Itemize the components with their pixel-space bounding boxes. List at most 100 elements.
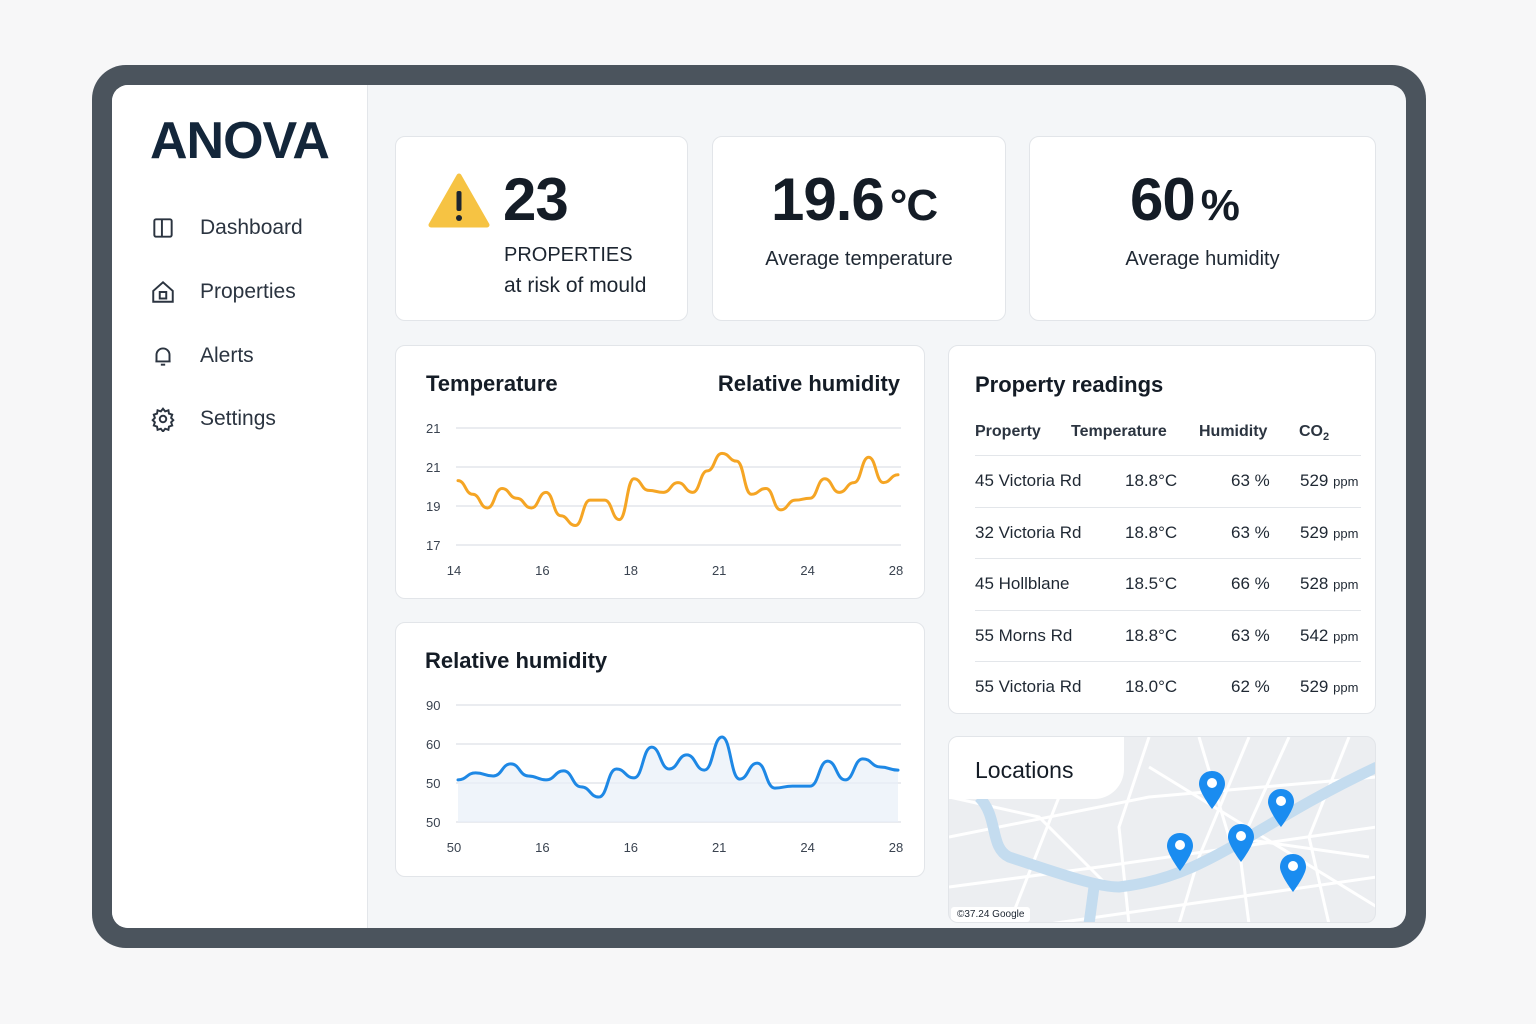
cell-co2: 529 ppm	[1300, 677, 1358, 697]
cell-temperature: 18.8°C	[1125, 625, 1178, 645]
column-header-co2[interactable]: CO2	[1299, 423, 1329, 443]
sidebar-item-label: Settings	[200, 407, 276, 430]
cell-temperature: 18.8°C	[1125, 522, 1178, 542]
series-line	[456, 451, 900, 528]
map-pin-icon[interactable]	[1227, 823, 1255, 863]
cell-humidity: 62 %	[1231, 677, 1270, 696]
x-tick-label: 16	[535, 563, 549, 578]
cell-humidity: 63 %	[1231, 625, 1270, 645]
cell-property: 45 Victoria Rd	[975, 471, 1082, 490]
x-tick-label: 28	[889, 563, 903, 578]
co2-value: 529	[1300, 677, 1329, 696]
co2-label: CO	[1299, 423, 1323, 440]
table-row[interactable]: 45 Victoria Rd 18.8°C 63 % 529 ppm	[975, 455, 1361, 506]
table-row[interactable]: 32 Victoria Rd 18.8°C 63 % 529 ppm	[975, 506, 1361, 558]
co2-unit: ppm	[1333, 680, 1359, 695]
dashboard: ANOVA Dashboard Properties Alerts Settin…	[112, 85, 1406, 928]
map-title: Locations	[975, 757, 1074, 783]
sidebar-item-dashboard[interactable]: Dashboard	[150, 215, 303, 241]
value: 60	[1130, 166, 1196, 233]
map[interactable]	[949, 737, 1376, 923]
kpi-risk-card[interactable]: 23 PROPERTIES at risk of mould	[395, 136, 688, 321]
co2-value: 542	[1300, 625, 1329, 645]
property-readings-card: Property readings Property Temperature H…	[948, 345, 1376, 714]
warning-icon	[428, 173, 490, 228]
humidity-chart-card: Relative humidity 50 50 60 90 50 16 16 21 24 28	[395, 622, 925, 877]
map-pin-icon[interactable]	[1267, 788, 1295, 828]
cell-co2: 529 ppm	[1300, 523, 1358, 543]
cell-humidity: 63 %	[1231, 471, 1270, 490]
y-tick-label: 19	[426, 499, 440, 514]
x-tick-label: 24	[800, 563, 814, 578]
unit: °C	[889, 181, 938, 230]
co2-unit: ppm	[1333, 628, 1359, 644]
y-tick-label: 50	[426, 815, 440, 830]
sidebar-item-label: Dashboard	[200, 216, 303, 239]
cell-property: 32 Victoria Rd	[975, 522, 1082, 542]
avg-humidity-value: 60%	[1130, 165, 1240, 234]
sidebar: ANOVA Dashboard Properties Alerts Settin…	[112, 85, 368, 928]
cell-co2: 542 ppm	[1300, 626, 1358, 646]
risk-label: PROPERTIES	[504, 244, 633, 266]
sidebar-item-settings[interactable]: Settings	[150, 406, 276, 432]
chart-title: Relative humidity	[425, 648, 608, 673]
y-tick-label: 17	[426, 538, 440, 553]
gear-icon	[151, 407, 175, 432]
locations-map-card[interactable]: Locations ©37.24 Google	[948, 736, 1376, 923]
cell-temperature: 18.0°C	[1125, 677, 1178, 696]
y-tick-label: 60	[426, 737, 440, 752]
sidebar-item-alerts[interactable]: Alerts	[150, 343, 254, 369]
column-header-property[interactable]: Property	[975, 423, 1041, 440]
temperature-chart: 17 19 21 21 14 16 18 21 24 28	[426, 421, 903, 578]
map-pin-icon[interactable]	[1279, 853, 1307, 893]
x-tick-label: 50	[447, 840, 461, 855]
unit: %	[1200, 181, 1240, 230]
column-header-humidity[interactable]: Humidity	[1199, 423, 1268, 440]
y-tick-label: 90	[426, 698, 440, 713]
sidebar-item-label: Alerts	[200, 344, 254, 367]
map-attribution: ©37.24 Google	[951, 907, 1031, 922]
cell-humidity: 66 %	[1231, 574, 1270, 593]
risk-count: 23	[503, 166, 569, 233]
cell-property: 55 Morns Rd	[975, 625, 1073, 645]
series-line	[456, 735, 900, 799]
co2-value: 528	[1300, 574, 1329, 593]
house-icon	[152, 280, 174, 303]
area-fill	[458, 736, 898, 822]
kpi-humidity-card[interactable]: 60% Average humidity	[1029, 136, 1376, 321]
legend-label: Relative humidity	[717, 371, 900, 396]
x-tick-label: 16	[624, 840, 638, 855]
table-row[interactable]: 55 Morns Rd 18.8°C 63 % 542 ppm	[975, 609, 1361, 661]
x-tick-label: 14	[447, 563, 461, 578]
table-row[interactable]: 45 Hollblane 18.5°C 66 % 528 ppm	[975, 558, 1361, 609]
value: 19.6	[771, 166, 885, 233]
x-tick-label: 24	[800, 840, 814, 855]
cell-humidity: 63 %	[1231, 522, 1270, 542]
avg-temperature-label: Average temperature	[765, 248, 953, 270]
chart-title: Temperature	[426, 371, 558, 396]
table-row[interactable]: 55 Victoria Rd 18.0°C 62 % 529 ppm	[975, 661, 1361, 712]
table-title: Property readings	[975, 372, 1164, 397]
map-pin-icon[interactable]	[1166, 832, 1194, 872]
cell-property: 55 Victoria Rd	[975, 677, 1082, 696]
sidebar-item-properties[interactable]: Properties	[150, 279, 296, 305]
kpi-temperature-card[interactable]: 19.6 °C Average temperature	[712, 136, 1006, 321]
cell-temperature: 18.5°C	[1125, 574, 1178, 593]
bell-icon	[155, 347, 171, 366]
y-tick-label: 21	[426, 421, 440, 436]
cell-co2: 528 ppm	[1300, 574, 1358, 594]
co2-unit: ppm	[1333, 525, 1359, 541]
column-header-temperature[interactable]: Temperature	[1071, 423, 1167, 440]
logo: ANOVA	[150, 112, 330, 170]
map-pin-icon[interactable]	[1198, 770, 1226, 810]
x-tick-label: 21	[712, 563, 726, 578]
co2-unit: ppm	[1333, 474, 1359, 489]
co2-unit: ppm	[1333, 577, 1359, 592]
x-tick-label: 18	[624, 563, 638, 578]
y-tick-label: 21	[426, 460, 440, 475]
cell-co2: 529 ppm	[1300, 471, 1358, 491]
x-tick-label: 16	[535, 840, 549, 855]
humidity-chart: 50 50 60 90 50 16 16 21 24 28	[426, 698, 903, 855]
co2-value: 529	[1300, 522, 1329, 542]
avg-humidity-label: Average humidity	[1125, 248, 1280, 270]
